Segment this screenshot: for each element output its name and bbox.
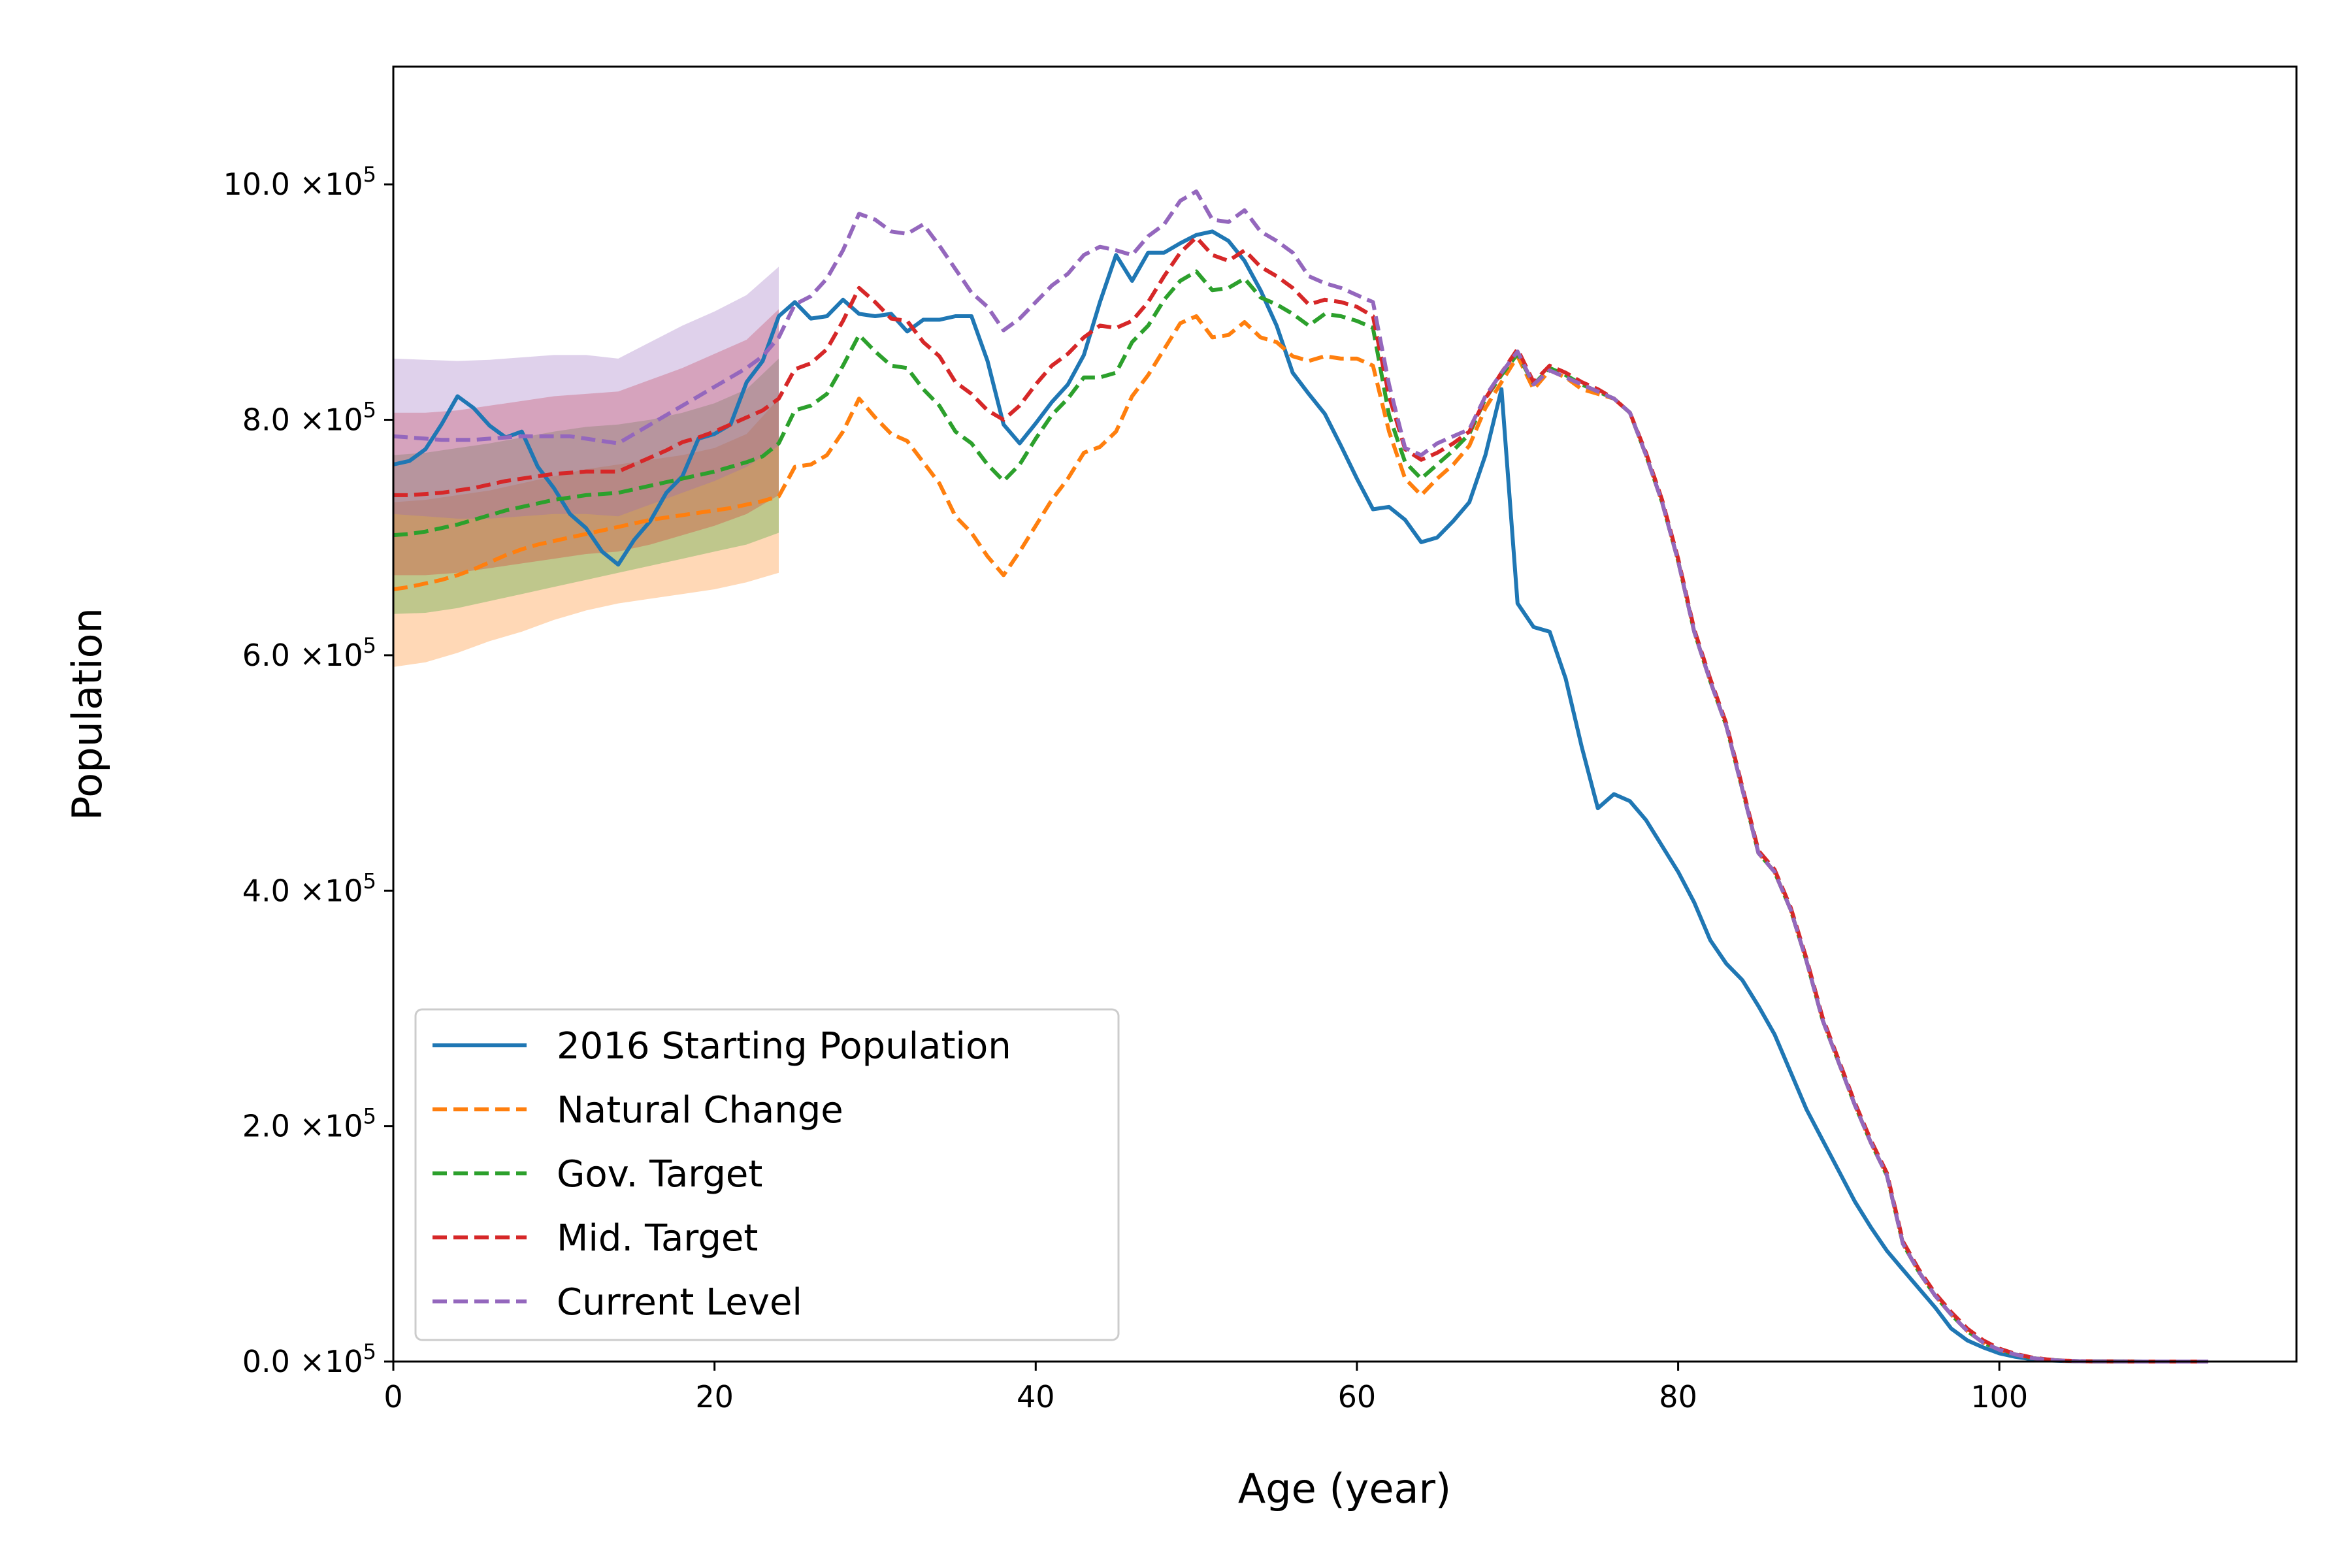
series-line-1 <box>393 229 2208 1364</box>
legend-label-4: Mid. Target <box>557 1217 758 1260</box>
series-line-5 <box>393 189 2208 1364</box>
y-tick-label: 2.0 ×105 <box>242 1104 376 1144</box>
legend: 2016 Starting Population Natural Change Go… <box>414 1008 1120 1341</box>
legend-label-5: Current Level <box>557 1281 802 1324</box>
y-tick-label: 10.0 ×105 <box>223 162 376 202</box>
series-line-3 <box>393 269 2208 1364</box>
x-tick-label: 0 <box>384 1379 402 1414</box>
y-axis-ticks: 0.0 ×105 2.0 ×105 4.0 ×105 6.0 ×105 8.0 ×105… <box>223 162 393 1379</box>
band-2 <box>393 358 779 614</box>
legend-box <box>414 1008 1120 1341</box>
confidence-bands <box>393 267 779 667</box>
x-tick-label: 100 <box>1970 1379 2028 1414</box>
plot-frame <box>392 65 2298 1363</box>
x-tick-label: 20 <box>695 1379 734 1414</box>
x-tick-label: 40 <box>1017 1379 1055 1414</box>
legend-label-1: 2016 Starting Population <box>557 1025 1011 1068</box>
x-tick-label: 80 <box>1659 1379 1697 1414</box>
legend-label-2: Natural Change <box>557 1089 843 1132</box>
series-line-2 <box>393 314 2208 1364</box>
y-tick-label: 8.0 ×105 <box>242 398 376 438</box>
y-tick-label: 0.0 ×105 <box>242 1339 376 1379</box>
x-tick-label: 60 <box>1338 1379 1377 1414</box>
legend-label-3: Gov. Target <box>557 1153 762 1196</box>
series-lines <box>393 189 2208 1364</box>
x-axis-title: Age (year) <box>1238 1465 1451 1512</box>
y-tick-label: 4.0 ×105 <box>242 868 376 908</box>
y-tick-label: 6.0 ×105 <box>242 633 376 673</box>
x-axis-ticks: 0 20 40 60 80 100 <box>384 1362 2028 1414</box>
band-3 <box>393 309 779 576</box>
y-axis-title: Population <box>63 608 111 821</box>
band-4 <box>393 267 779 519</box>
